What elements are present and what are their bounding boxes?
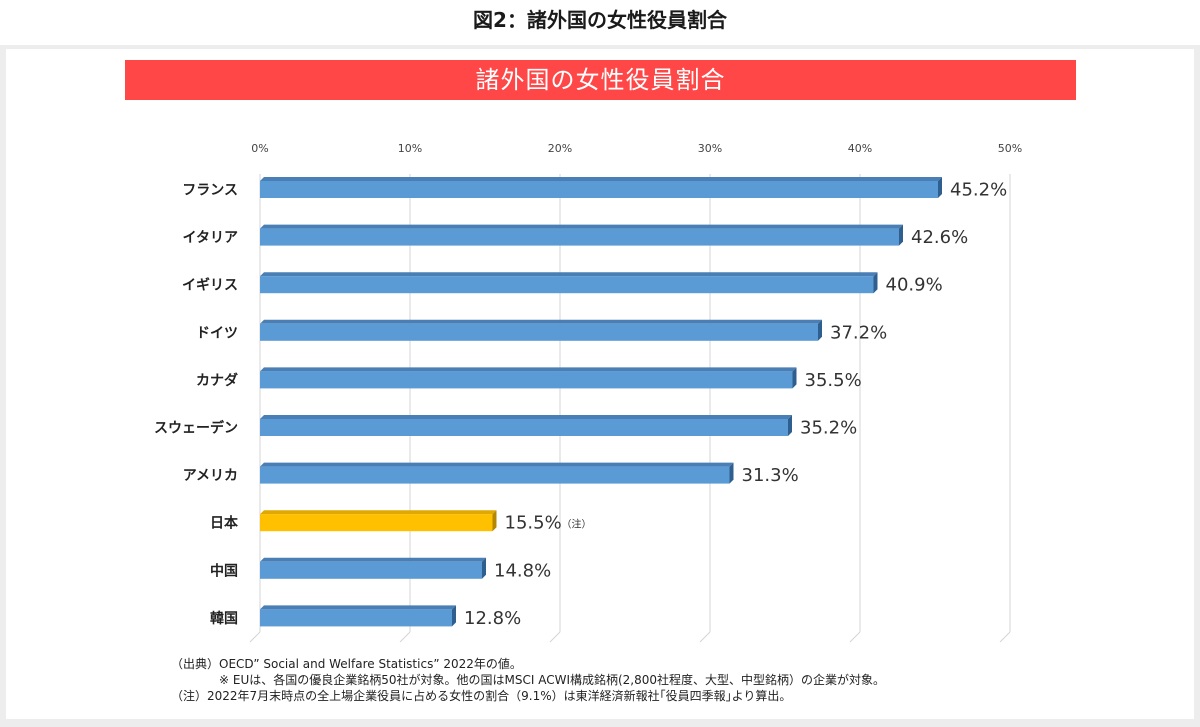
value-label: 12.8% [464, 608, 521, 629]
bar-side-face [729, 462, 734, 484]
bar-top-face [260, 462, 734, 467]
bar [260, 323, 818, 341]
value-label: 45.2% [950, 180, 1007, 201]
gridline-floor [849, 631, 861, 643]
bar-top-face [260, 177, 942, 181]
bar-side-face [792, 367, 797, 389]
bar-top-face [260, 510, 497, 515]
bar-top-face [260, 224, 903, 229]
category-label: 日本 [210, 515, 239, 532]
bar [260, 228, 899, 246]
value-label: 14.8% [494, 560, 551, 581]
chart-title-banner: 諸外国の女性役員割合 [125, 60, 1076, 100]
footnote-eu: ※ EUは、各国の優良企業銘柄50社が対象。他の国はMSCI ACWI構成銘柄(… [219, 673, 886, 687]
gridline-floor [699, 631, 711, 643]
bar-top-face [260, 272, 878, 277]
x-tick-label: 20% [548, 142, 572, 155]
bar-top-face [260, 415, 792, 419]
category-label: ドイツ [196, 325, 238, 341]
bar [260, 181, 938, 198]
x-tick-label: 30% [698, 142, 722, 155]
x-tick-label: 50% [998, 142, 1022, 155]
page-title: 図2：諸外国の女性役員割合 [473, 8, 727, 32]
category-label: イギリス [182, 277, 238, 294]
bar [260, 276, 874, 294]
value-label: 42.6% [911, 227, 968, 248]
bar-top-face [260, 319, 822, 324]
bar-top-face [260, 557, 486, 562]
gridline-floor [399, 631, 411, 643]
bar [260, 561, 482, 579]
value-label: 40.9% [886, 275, 943, 296]
chart-panel: 諸外国の女性役員割合 0% 10% 20% 30% 40% 50% フランス 45.2% イタリ… [0, 45, 1200, 727]
value-label: 37.2% [830, 322, 887, 343]
bar [260, 466, 730, 484]
bar-side-face [452, 605, 456, 627]
chart-card: 諸外国の女性役員割合 0% 10% 20% 30% 40% 50% フランス 45.2% イタリ… [6, 49, 1194, 719]
bar-side-face [492, 510, 497, 532]
bar-top-face [260, 367, 797, 372]
value-label: 15.5% [505, 513, 562, 534]
footnote-source: （出典）OECD” Social and Welfare Statistics”… [171, 657, 522, 671]
category-label: フランス [182, 183, 238, 199]
gridline-floor [549, 631, 561, 643]
value-label: 35.2% [800, 418, 857, 439]
x-tick-label: 10% [398, 142, 422, 155]
bar [260, 419, 788, 436]
bar [260, 609, 452, 627]
bar [260, 371, 793, 389]
bar-chart: 0% 10% 20% 30% 40% 50% フランス 45.2% イタリア 42.6% イギリス 4… [154, 142, 1022, 643]
bar-side-face [873, 272, 878, 294]
bar-highlight [260, 514, 493, 532]
x-tick-label: 0% [251, 142, 268, 155]
bar-side-face [938, 177, 942, 198]
value-label: 31.3% [742, 465, 799, 486]
bar-side-face [818, 319, 822, 341]
bar-side-face [788, 415, 792, 436]
category-label: 韓国 [210, 610, 238, 627]
footnote-note: （注）2022年7月末時点の全上場企業役員に占める女性の割合（9.1%）は東洋経… [171, 689, 792, 703]
value-label: 35.5% [805, 370, 862, 391]
bar-top-face [260, 605, 456, 610]
footnotes: （出典）OECD” Social and Welfare Statistics”… [171, 656, 885, 704]
category-label: 中国 [210, 562, 238, 579]
bar-side-face [899, 224, 903, 246]
note-annotation: （注） [562, 518, 592, 531]
category-label: イタリア [183, 230, 238, 246]
gridline-floor [249, 631, 261, 643]
gridline-floor [999, 631, 1011, 643]
category-label: アメリカ [183, 468, 238, 484]
category-label: カナダ [196, 372, 238, 389]
bar-side-face [482, 557, 486, 579]
x-tick-label: 40% [848, 142, 872, 155]
category-label: スウェーデン [154, 420, 238, 437]
